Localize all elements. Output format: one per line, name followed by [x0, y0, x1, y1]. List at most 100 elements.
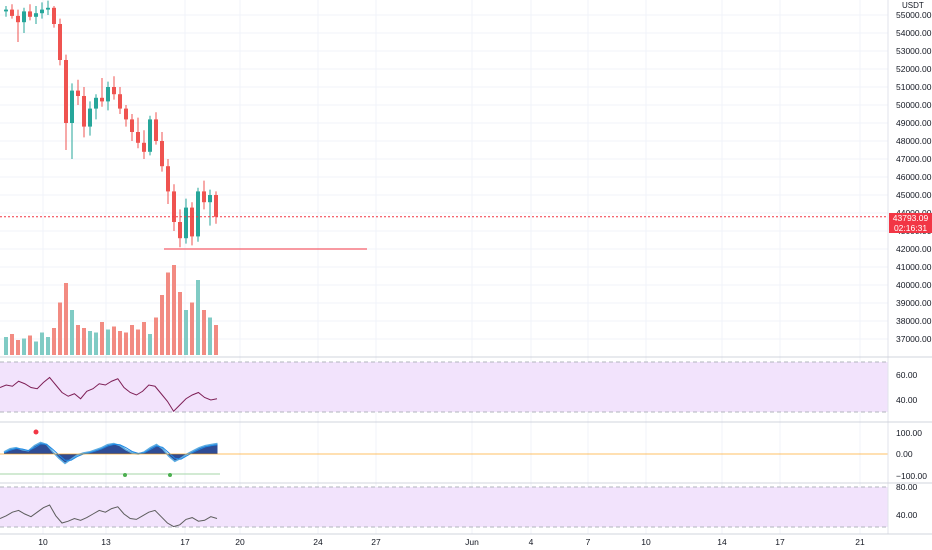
candle-body	[148, 119, 152, 152]
price-tick-label: 48000.00	[896, 136, 932, 146]
candle-body	[118, 94, 122, 109]
candle-body	[82, 96, 86, 127]
candle-body	[4, 9, 8, 12]
buy-signal-dot	[123, 473, 127, 477]
time-tick-label: 13	[101, 537, 111, 547]
time-tick-label: 20	[235, 537, 245, 547]
volume-bar	[22, 338, 26, 355]
candle-body	[100, 97, 104, 102]
volume-bar	[214, 325, 218, 355]
volume-bar	[46, 337, 50, 355]
chart-grid	[0, 0, 888, 534]
candle-body	[196, 191, 200, 237]
candle-body	[214, 195, 218, 217]
volume-bar	[70, 310, 74, 355]
osc-band	[0, 487, 888, 527]
currency-label: USDT	[902, 1, 924, 10]
candle-body	[154, 119, 158, 141]
wave-trend-pane[interactable]	[0, 429, 888, 478]
price-tick-label: 47000.00	[896, 154, 932, 164]
volume-bar	[118, 331, 122, 355]
osc-tick-label: 80.00	[896, 482, 918, 492]
price-tick-label: 41000.00	[896, 262, 932, 272]
last-price-tag: 43793.09 02:16:31	[889, 213, 932, 233]
price-tick-label: 40000.00	[896, 280, 932, 290]
candle-body	[178, 222, 182, 239]
time-tick-label: 17	[180, 537, 190, 547]
candle-body	[28, 11, 32, 17]
candle-body	[46, 7, 50, 10]
volume-bar	[196, 280, 200, 355]
wave-trend-fast-line	[3, 441, 218, 465]
time-tick-label: 7	[586, 537, 591, 547]
volume-bar	[40, 332, 44, 355]
volume-bar	[16, 340, 20, 355]
price-pane[interactable]	[0, 0, 888, 355]
candle-body	[112, 87, 116, 95]
price-tick-label: 53000.00	[896, 46, 932, 56]
volume-bar	[58, 302, 62, 355]
time-tick-label: 4	[529, 537, 534, 547]
price-tick-label: 38000.00	[896, 316, 932, 326]
price-tick-label: 46000.00	[896, 172, 932, 182]
volume-bar	[202, 310, 206, 355]
candle-body	[130, 119, 134, 132]
rsi-tick-label: 60.00	[896, 370, 918, 380]
volume-bar	[52, 328, 56, 355]
volume-bar	[136, 329, 140, 355]
volume-bar	[142, 322, 146, 355]
rsi-tick-label: 40.00	[896, 395, 918, 405]
price-tick-label: 50000.00	[896, 100, 932, 110]
time-tick-label: 10	[38, 537, 48, 547]
volume-bar	[160, 295, 164, 355]
candle-body	[22, 11, 26, 23]
candle-body	[70, 90, 74, 123]
rsi-band	[0, 362, 888, 412]
time-tick-label: 24	[313, 537, 323, 547]
candle-body	[106, 87, 110, 102]
volume-bar	[148, 334, 152, 355]
rsi-pane[interactable]	[0, 361, 888, 413]
candle-body	[94, 97, 98, 109]
buy-signal-dot	[168, 473, 172, 477]
candle-body	[40, 9, 44, 14]
candle-body	[172, 191, 176, 222]
price-tick-label: 37000.00	[896, 334, 932, 344]
price-tick-label: 54000.00	[896, 28, 932, 38]
wave-tick-label: 0.00	[896, 449, 913, 459]
candle-body	[166, 166, 170, 192]
time-tick-label: 10	[641, 537, 651, 547]
wave-tick-label: 100.00	[896, 428, 922, 438]
oscillator-pane[interactable]	[0, 486, 888, 528]
time-axis[interactable]: 10 13 17 20 24 27 Jun 4 7 10 14 17 21	[38, 537, 865, 547]
price-tick-label: 42000.00	[896, 244, 932, 254]
volume-bar	[184, 310, 188, 355]
wave-trend-slow-line	[3, 443, 218, 461]
volume-bar	[106, 329, 110, 355]
time-tick-label: 27	[371, 537, 381, 547]
volume-bar	[166, 272, 170, 355]
volume-bar	[100, 322, 104, 355]
candle-body	[64, 60, 68, 123]
volume-bar	[82, 328, 86, 355]
time-tick-label: 21	[855, 537, 865, 547]
candle-body	[202, 191, 206, 203]
candle-body	[34, 13, 38, 17]
volume-bar	[88, 331, 92, 355]
candle-body	[76, 90, 80, 96]
candle-body	[190, 207, 194, 237]
last-price-value: 43793.09	[892, 213, 929, 223]
volume-bar	[154, 317, 158, 355]
volume-bar	[178, 292, 182, 355]
volume-bar	[130, 325, 134, 355]
volume-bar	[4, 337, 8, 355]
volume-bar	[94, 332, 98, 355]
osc-tick-label: 40.00	[896, 510, 918, 520]
volume-bar	[64, 283, 68, 355]
candle-body	[58, 24, 62, 60]
pane-separators[interactable]	[0, 356, 932, 535]
rsi-line	[0, 376, 218, 413]
wave-tick-label: −100.00	[896, 471, 927, 481]
